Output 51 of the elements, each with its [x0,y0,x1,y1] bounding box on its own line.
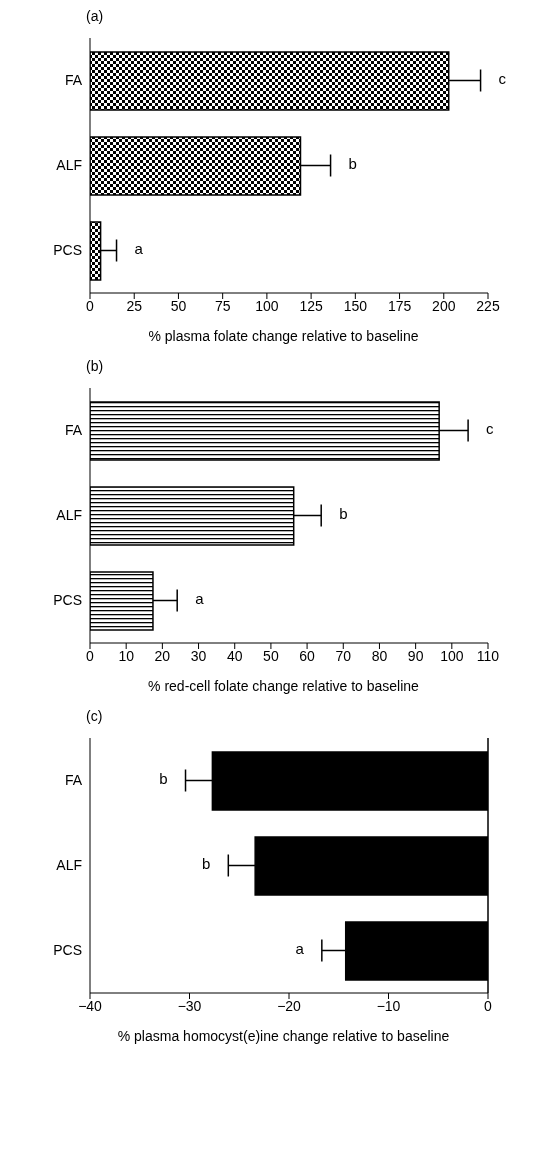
y-tick-label: ALF [56,157,82,174]
text: c [498,70,507,88]
x-tick-label: −20 [277,997,302,1014]
x-tick-label: 50 [263,647,279,664]
annotation: c [486,420,495,438]
x-tick-label: 150 [343,297,368,314]
x-axis-title: % red-cell folate change relative to baseline [147,678,420,694]
x-tick-label: 175 [387,297,412,314]
y-tick-label: PCS [53,592,82,609]
annotation: b [348,155,357,173]
x-tick-label: 100 [255,297,279,314]
x-tick-label: 30 [190,647,207,664]
x-tick-label: 40 [226,647,243,664]
x-axis-title: % plasma homocyst(e)ine change relative to baseline [116,1028,451,1044]
x-tick-label: 70 [335,647,352,664]
annotation: b [339,505,348,523]
y-tick-label: FA [64,72,83,89]
x-tick-label: 60 [299,647,316,664]
y-tick-label: PCS [53,942,82,959]
x-tick-label: 0 [86,647,95,664]
x-tick-label: −40 [78,997,103,1014]
x-tick-label: −10 [376,997,401,1014]
annotation: a [134,240,144,258]
y-tick-label: FA [64,772,83,789]
x-tick-label: 25 [126,297,143,314]
y-tick-label: PCS [53,242,82,259]
chart-title: (a) [86,8,105,26]
y-tick-label: ALF [56,857,82,874]
x-tick-label: 20 [154,647,171,664]
annotation: a [295,940,305,958]
chart-title: (c) [86,708,104,726]
x-tick-label: 100 [440,647,464,664]
x-tick-label: 125 [299,297,323,314]
x-tick-label: 200 [432,297,456,314]
x-tick-label: 50 [170,297,187,314]
chart-title: (b) [86,358,105,376]
annotation: b [201,855,211,873]
x-tick-label: 0 [484,997,493,1014]
x-tick-label: 75 [214,297,231,314]
annotation: a [195,590,205,608]
x-tick-label: 0 [86,297,95,314]
y-tick-label: ALF [56,507,82,524]
x-tick-label: 110 [476,647,500,664]
x-tick-label: 225 [476,297,500,314]
x-tick-label: 10 [118,647,135,664]
y-tick-label: FA [64,422,83,439]
annotation: b [159,770,168,788]
x-tick-label: 80 [371,647,388,664]
x-tick-label: −30 [177,997,202,1014]
x-axis-title: % plasma folate change relative to baseline [147,328,420,344]
x-tick-label: 90 [407,647,424,664]
